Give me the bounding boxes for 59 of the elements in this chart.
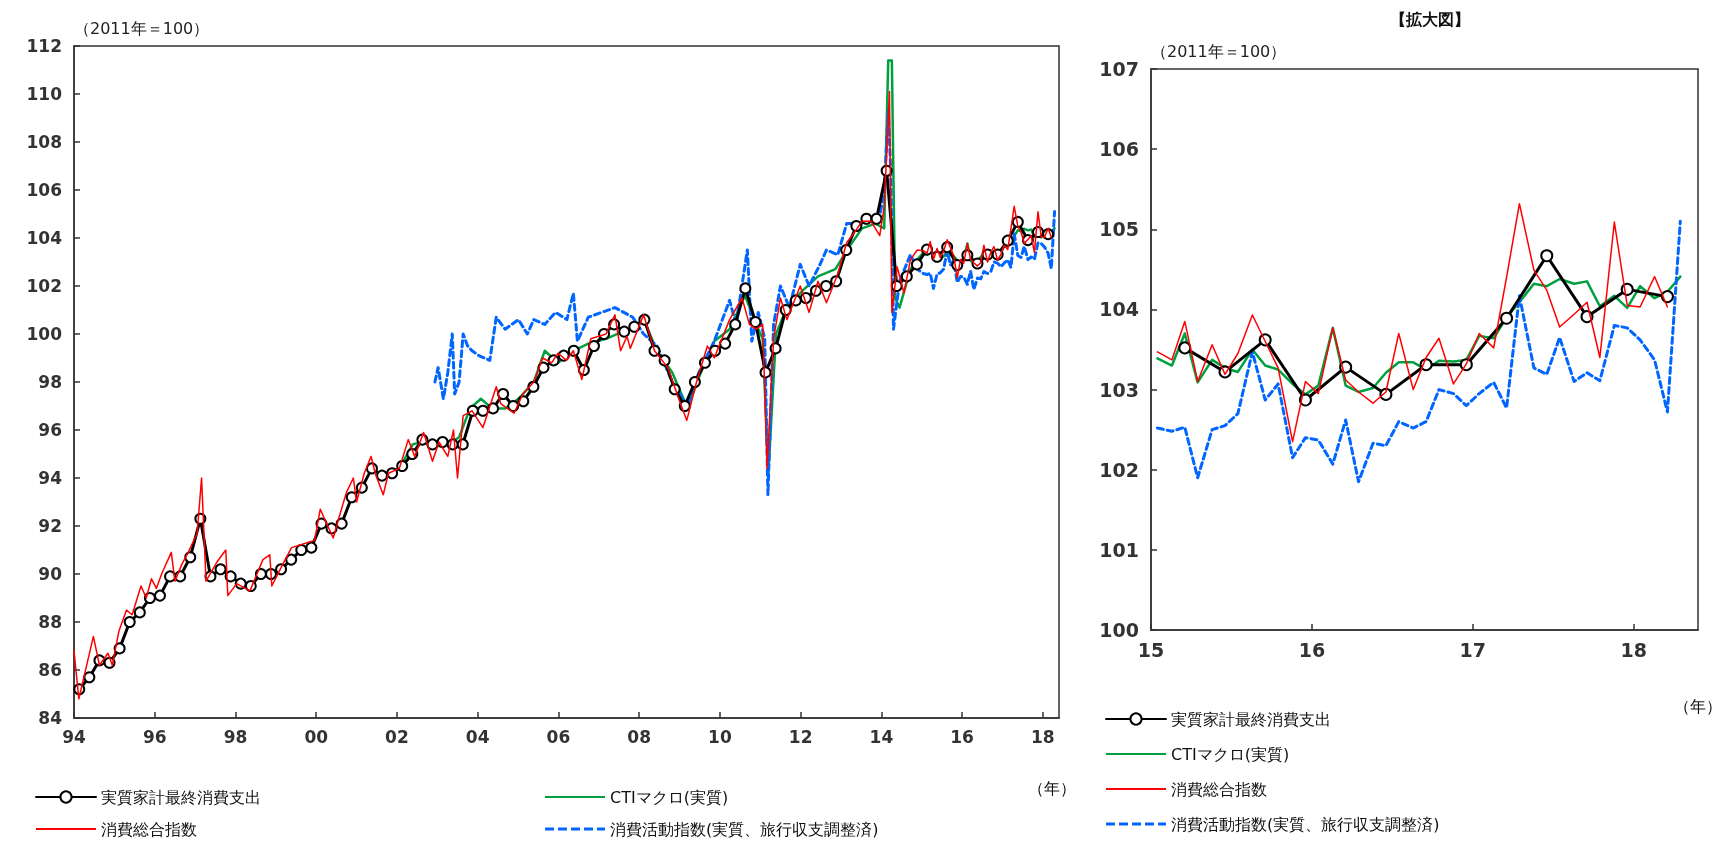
x-axis-title: （年） [1028,778,1076,798]
y-tick-label: 98 [38,372,62,392]
x-tick-label: 08 [627,726,651,747]
x-tick-label: 12 [788,726,813,747]
y-tick-label: 102 [1099,458,1139,481]
y-tick-label: 86 [38,660,62,680]
y-tick-label: 105 [1099,218,1139,241]
x-tick-label: 15 [1137,638,1165,661]
legend-label: 消費総合指数 [1171,779,1267,799]
x-tick-label: 98 [223,726,248,747]
x-tick-label: 96 [142,726,167,747]
x-tick-label: 04 [465,726,490,747]
y-tick-label: 106 [1099,138,1139,161]
y-axis-title: （2011年＝100） [74,18,210,38]
y-tick-label: 94 [38,468,63,488]
y-axis-title: （2011年＝100） [1151,41,1287,61]
x-tick-label: 16 [950,726,974,747]
y-tick-label: 104 [26,228,63,248]
y-tick-label: 110 [26,84,63,104]
point [1500,311,1514,325]
line-series [1155,219,1682,484]
x-tick-label: 02 [385,726,409,747]
y-tick-label: 88 [38,612,62,632]
y-tick-label: 96 [38,420,62,440]
point [1178,341,1192,355]
legend-label: 消費総合指数 [101,819,197,839]
line-series [433,109,1057,497]
y-tick-label: 104 [1099,298,1139,321]
y-tick-label: 106 [26,180,62,200]
legend-label: CTIマクロ(実質) [610,787,729,807]
y-tick-label: 100 [26,324,63,344]
y-tick-label: 100 [1099,619,1139,641]
x-tick-label: 10 [708,726,732,747]
legend-label: CTIマクロ(実質) [1171,744,1290,764]
y-tick-label: 102 [26,276,62,296]
x-tick-label: 00 [304,726,329,747]
legend-label: 実質家計最終消費支出 [101,787,261,807]
chart-title: 【拡大図】 [1389,9,1470,29]
x-tick-label: 18 [1620,638,1647,661]
y-tick-label: 107 [1099,58,1139,80]
y-tick-label: 92 [38,516,62,536]
x-tick-label: 18 [1031,726,1055,747]
x-tick-label: 16 [1298,638,1326,661]
x-tick-label: 06 [546,726,571,747]
legend-label: 消費活動指数(実質、旅行収支調整済) [1171,814,1440,834]
y-tick-label: 84 [38,708,63,728]
x-tick-label: 94 [62,726,86,747]
y-tick-label: 101 [1099,538,1139,561]
legend-label: 消費活動指数(実質、旅行収支調整済) [610,819,879,839]
y-tick-label: 112 [26,36,62,56]
x-tick-label: 17 [1459,638,1486,661]
line-series [1156,202,1669,443]
y-tick-label: 103 [1099,378,1139,401]
y-tick-label: 108 [26,132,62,152]
y-tick-label: 90 [38,564,63,584]
legend-label: 実質家計最終消費支出 [1171,709,1331,729]
x-tick-label: 14 [869,726,894,747]
x-axis-title: （年） [1674,696,1719,716]
point [1540,249,1554,263]
